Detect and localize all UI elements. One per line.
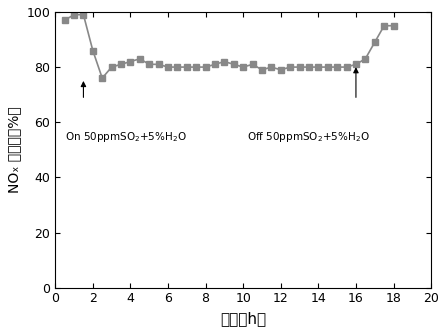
Text: On 50ppmSO$_2$+5%H$_2$O: On 50ppmSO$_2$+5%H$_2$O [65,131,186,145]
Text: Off 50ppmSO$_2$+5%H$_2$O: Off 50ppmSO$_2$+5%H$_2$O [247,131,370,145]
X-axis label: 时间（h）: 时间（h） [220,311,266,326]
Y-axis label: NOₓ 转化率（%）: NOₓ 转化率（%） [7,107,21,193]
